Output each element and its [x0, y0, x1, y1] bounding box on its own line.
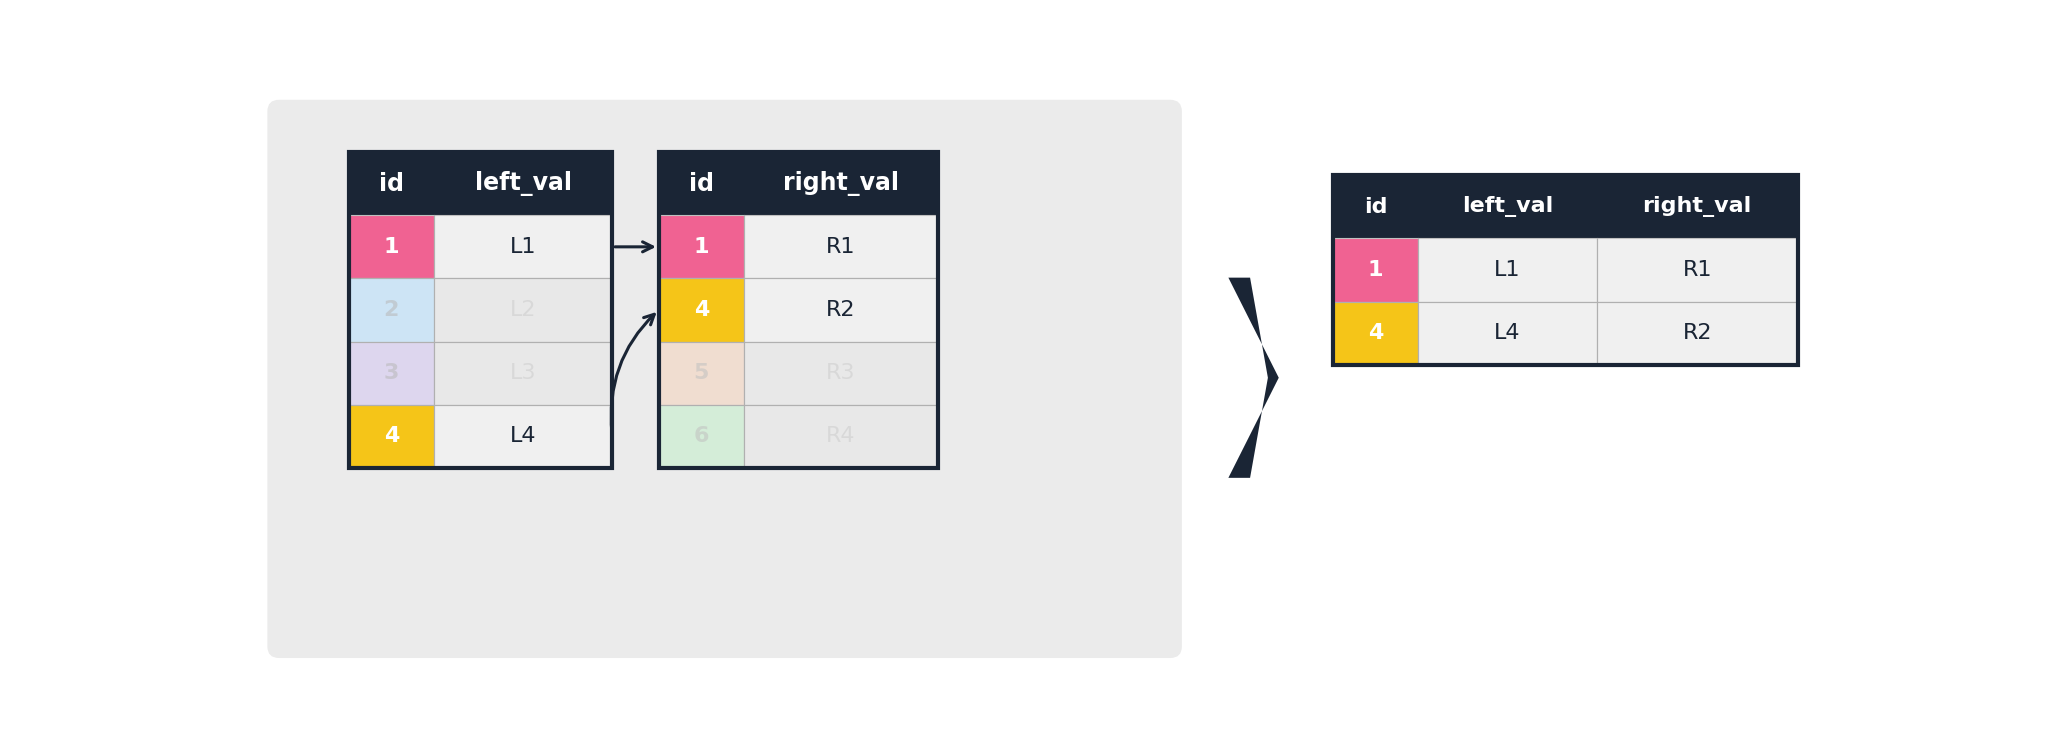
- Bar: [348, 152, 434, 215]
- Text: L1: L1: [1494, 260, 1520, 280]
- Bar: [1418, 239, 1596, 301]
- Bar: [434, 342, 612, 405]
- Bar: [434, 215, 612, 278]
- Text: R2: R2: [827, 300, 855, 320]
- Text: L1: L1: [509, 237, 536, 257]
- Bar: [348, 278, 434, 342]
- Bar: [434, 278, 612, 342]
- Text: right_table: right_table: [716, 159, 880, 188]
- Bar: [1596, 301, 1798, 365]
- Text: result after INNER JOIN: result after INNER JOIN: [1408, 181, 1723, 209]
- Text: left_table: left_table: [409, 159, 552, 188]
- Text: L2: L2: [509, 300, 536, 320]
- Bar: [434, 152, 612, 215]
- Text: id: id: [1365, 197, 1387, 217]
- Bar: [659, 405, 745, 468]
- Text: L4: L4: [509, 426, 536, 447]
- Text: L3: L3: [509, 363, 536, 383]
- Text: L4: L4: [1494, 323, 1520, 343]
- Bar: [659, 152, 745, 215]
- Bar: [348, 152, 612, 468]
- Text: id: id: [379, 172, 403, 196]
- Bar: [434, 405, 612, 468]
- Bar: [348, 215, 434, 278]
- Bar: [1418, 301, 1596, 365]
- Text: 3: 3: [385, 363, 399, 383]
- Text: 1: 1: [694, 237, 710, 257]
- Bar: [1418, 175, 1596, 239]
- Text: right_val: right_val: [784, 171, 898, 196]
- Text: 2: 2: [385, 300, 399, 320]
- Bar: [1596, 239, 1798, 301]
- Bar: [745, 342, 937, 405]
- Text: left_val: left_val: [475, 171, 571, 196]
- Bar: [745, 152, 937, 215]
- Bar: [745, 405, 937, 468]
- Text: 1: 1: [1369, 260, 1383, 280]
- Text: R4: R4: [827, 426, 855, 447]
- Bar: [1596, 175, 1798, 239]
- Text: R1: R1: [1682, 260, 1713, 280]
- Text: 5: 5: [694, 363, 710, 383]
- Bar: [1334, 301, 1418, 365]
- Bar: [1334, 175, 1798, 365]
- Text: 4: 4: [385, 426, 399, 447]
- Bar: [659, 278, 745, 342]
- Text: left_val: left_val: [1461, 196, 1553, 218]
- FancyBboxPatch shape: [268, 99, 1183, 658]
- Bar: [745, 215, 937, 278]
- Bar: [659, 342, 745, 405]
- Bar: [745, 278, 937, 342]
- Polygon shape: [1228, 278, 1279, 478]
- Text: R3: R3: [827, 363, 855, 383]
- Text: 1: 1: [385, 237, 399, 257]
- Text: R1: R1: [827, 237, 855, 257]
- Text: 6: 6: [694, 426, 710, 447]
- Bar: [1334, 239, 1418, 301]
- Bar: [659, 152, 937, 468]
- Text: right_val: right_val: [1643, 196, 1751, 218]
- Bar: [1334, 175, 1418, 239]
- Bar: [348, 342, 434, 405]
- Bar: [348, 405, 434, 468]
- Text: 4: 4: [1369, 323, 1383, 343]
- Bar: [659, 215, 745, 278]
- Text: R2: R2: [1682, 323, 1713, 343]
- Text: 4: 4: [694, 300, 710, 320]
- Text: id: id: [690, 172, 714, 196]
